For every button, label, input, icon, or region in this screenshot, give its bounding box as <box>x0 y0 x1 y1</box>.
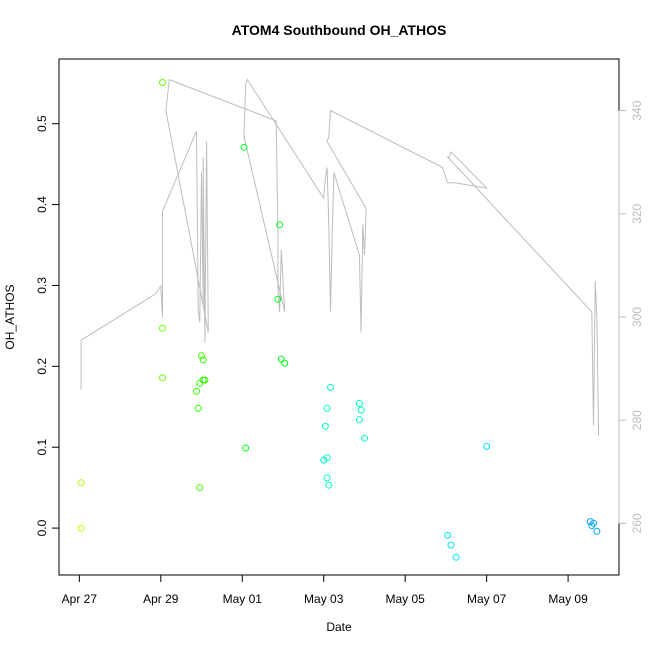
data-point <box>77 479 85 487</box>
x-tick-label: Apr 29 <box>143 592 179 606</box>
data-point <box>159 374 166 382</box>
y-tick-label: 0.2 <box>35 358 49 375</box>
y-axis: 0.0 0.1 0.2 0.3 0.4 0.5 <box>35 115 60 536</box>
data-point <box>159 79 166 86</box>
y2-tick-label: 260 <box>630 513 644 533</box>
y-tick-label: 0.5 <box>35 115 49 132</box>
data-point <box>323 404 331 412</box>
data-point <box>274 295 282 303</box>
x-tick-label: May 07 <box>467 592 507 606</box>
data-point <box>361 434 368 442</box>
data-point <box>590 519 597 527</box>
x-tick-label: May 05 <box>386 592 426 606</box>
data-point <box>242 444 250 452</box>
plot-frame <box>58 58 620 576</box>
data-point <box>199 356 207 364</box>
y2-axis: 260 280 300 320 340 <box>618 100 644 533</box>
data-point <box>452 553 460 561</box>
data-point <box>77 524 85 532</box>
y-tick-label: 0.0 <box>35 519 49 536</box>
data-point <box>321 422 329 430</box>
data-point <box>327 383 334 391</box>
data-point <box>323 474 331 482</box>
data-point <box>277 355 285 363</box>
x-tick-label: May 03 <box>304 592 344 606</box>
data-point <box>586 518 594 526</box>
y-tick-label: 0.3 <box>35 277 49 294</box>
secondary-series-line <box>80 78 600 436</box>
secondary-line-layer <box>80 78 600 436</box>
data-point <box>447 541 455 549</box>
x-axis-label: Date <box>326 620 352 634</box>
data-point <box>198 352 205 360</box>
data-point <box>323 454 331 462</box>
chart-title: ATOM4 Southbound OH_ATHOS <box>232 22 447 38</box>
data-point <box>276 221 284 229</box>
data-point <box>240 143 248 151</box>
x-tick-label: May 01 <box>223 592 263 606</box>
data-point <box>194 404 202 412</box>
data-point <box>355 400 363 407</box>
x-tick-label: May 09 <box>548 592 588 606</box>
data-point <box>593 527 601 535</box>
data-point <box>483 442 491 450</box>
data-point <box>193 387 200 395</box>
y2-tick-label: 300 <box>630 307 644 327</box>
data-point <box>281 359 289 367</box>
data-point <box>159 324 166 332</box>
y-tick-label: 0.4 <box>35 196 49 213</box>
data-point <box>357 406 365 414</box>
y-tick-label: 0.1 <box>35 439 49 456</box>
data-point <box>196 484 204 492</box>
data-point <box>444 531 452 539</box>
x-axis: Apr 27 Apr 29 May 01 May 03 May 05 May 07 May … <box>62 574 588 606</box>
data-point <box>355 416 363 424</box>
y2-tick-label: 320 <box>630 203 644 223</box>
data-point <box>325 481 333 489</box>
data-point <box>201 376 209 384</box>
y2-tick-label: 340 <box>630 100 644 120</box>
x-tick-label: Apr 27 <box>62 592 98 606</box>
y2-tick-label: 280 <box>630 410 644 430</box>
y-axis-label: OH_ATHOS <box>3 284 17 349</box>
points-layer <box>77 79 601 561</box>
